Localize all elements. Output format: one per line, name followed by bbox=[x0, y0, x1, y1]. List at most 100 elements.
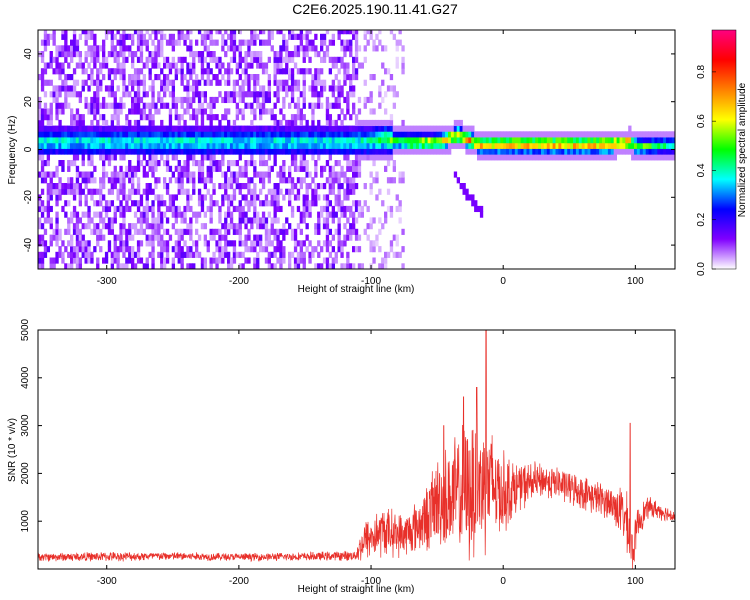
heatmap-cell bbox=[61, 33, 65, 40]
heatmap-cell bbox=[241, 217, 245, 224]
heatmap-cell bbox=[311, 79, 315, 86]
heatmap-cell bbox=[116, 39, 120, 46]
heatmap-cell bbox=[288, 30, 292, 35]
heatmap-cell bbox=[206, 33, 210, 40]
heatmap-cell bbox=[465, 142, 469, 149]
heatmap-cell bbox=[96, 228, 100, 235]
heatmap-cell bbox=[180, 263, 184, 269]
heatmap-cell bbox=[346, 251, 350, 258]
heatmap-cell bbox=[163, 125, 167, 132]
heatmap-cell bbox=[119, 154, 123, 161]
heatmap-cell bbox=[46, 183, 51, 190]
heatmap-cell bbox=[215, 160, 219, 167]
heatmap-cell bbox=[55, 56, 59, 63]
heatmap-cell bbox=[241, 165, 245, 172]
heatmap-cell bbox=[96, 51, 100, 58]
heatmap-cell bbox=[96, 148, 100, 155]
heatmap-cell bbox=[241, 108, 245, 115]
heatmap-cell bbox=[116, 56, 120, 63]
heatmap-cell bbox=[261, 154, 266, 161]
heatmap-cell bbox=[70, 119, 74, 127]
heatmap-cell bbox=[256, 96, 260, 104]
heatmap-cell bbox=[119, 74, 123, 81]
heatmap-cell bbox=[174, 246, 179, 253]
heatmap-cell bbox=[328, 142, 333, 149]
heatmap-cell bbox=[561, 131, 565, 138]
heatmap-cell bbox=[290, 154, 295, 161]
heatmap-cell bbox=[567, 137, 571, 144]
heatmap-cell bbox=[293, 148, 298, 155]
heatmap-cell bbox=[224, 240, 228, 247]
heatmap-cell bbox=[666, 142, 670, 149]
heatmap-cell bbox=[113, 142, 117, 149]
heatmap-cell bbox=[381, 119, 385, 127]
heatmap-cell bbox=[160, 246, 164, 253]
heatmap-cell bbox=[186, 148, 190, 155]
heatmap-cell bbox=[375, 171, 379, 178]
heatmap-cell bbox=[259, 114, 263, 121]
heatmap-cell bbox=[322, 125, 327, 132]
heatmap-cell bbox=[299, 114, 304, 121]
heatmap-cell bbox=[296, 142, 301, 149]
heatmap-cell bbox=[131, 62, 135, 69]
heatmap-cell bbox=[96, 91, 100, 98]
heatmap-cell bbox=[151, 211, 155, 218]
heatmap-cell bbox=[38, 114, 42, 121]
heatmap-cell bbox=[160, 194, 164, 201]
heatmap-cell bbox=[378, 91, 382, 98]
heatmap-cell bbox=[311, 131, 315, 138]
heatmap-cell bbox=[136, 96, 141, 104]
heatmap-cell bbox=[253, 148, 257, 155]
heatmap-cell bbox=[142, 74, 147, 81]
heatmap-cell bbox=[197, 165, 202, 172]
heatmap-cell bbox=[168, 205, 173, 213]
heatmap-cell bbox=[381, 223, 385, 230]
heatmap-cell bbox=[439, 142, 443, 149]
heatmap-cell bbox=[343, 188, 347, 195]
heatmap-cell bbox=[384, 137, 388, 144]
heatmap-cell bbox=[605, 154, 609, 161]
heatmap-cell bbox=[139, 194, 144, 201]
heatmap-cell bbox=[256, 240, 260, 247]
heatmap-cell bbox=[331, 33, 336, 40]
heatmap-cell bbox=[273, 91, 277, 98]
heatmap-cell bbox=[186, 45, 190, 52]
heatmap-cell bbox=[506, 148, 510, 155]
heatmap-cell bbox=[52, 228, 56, 235]
heatmap-cell bbox=[381, 96, 385, 104]
heatmap-cell bbox=[61, 62, 65, 69]
heatmap-cell bbox=[46, 142, 51, 149]
heatmap-cell bbox=[235, 108, 240, 115]
heatmap-cell bbox=[212, 188, 216, 195]
heatmap-cell bbox=[232, 96, 237, 104]
heatmap-cell bbox=[343, 171, 347, 178]
heatmap-cell bbox=[331, 148, 336, 155]
heatmap-cell bbox=[75, 148, 80, 155]
heatmap-cell bbox=[72, 45, 77, 52]
heatmap-cell bbox=[157, 251, 161, 258]
heatmap-cell bbox=[253, 200, 257, 207]
heatmap-cell bbox=[273, 125, 277, 132]
heatmap-cell bbox=[285, 137, 289, 144]
heatmap-cell bbox=[657, 131, 661, 138]
heatmap-cell bbox=[64, 148, 68, 155]
heatmap-cell bbox=[131, 148, 135, 155]
heatmap-cell bbox=[401, 68, 405, 75]
heatmap-cell bbox=[593, 137, 597, 144]
heatmap-cell bbox=[622, 137, 626, 144]
heatmap-cell bbox=[174, 74, 179, 81]
heatmap-cell bbox=[119, 148, 123, 155]
heatmap-cell bbox=[43, 217, 48, 224]
heatmap-cell bbox=[227, 165, 231, 172]
heatmap-cell bbox=[320, 263, 324, 269]
heatmap-cell bbox=[180, 137, 184, 144]
heatmap-cell bbox=[288, 251, 292, 258]
heatmap-cell bbox=[526, 148, 530, 155]
heatmap-cell bbox=[195, 240, 199, 247]
heatmap-cell bbox=[122, 39, 126, 46]
heatmap-cell bbox=[72, 246, 77, 253]
heatmap-cell bbox=[212, 234, 216, 241]
heatmap-cell bbox=[116, 194, 120, 201]
heatmap-cell bbox=[320, 246, 324, 253]
heatmap-cell bbox=[346, 137, 350, 144]
